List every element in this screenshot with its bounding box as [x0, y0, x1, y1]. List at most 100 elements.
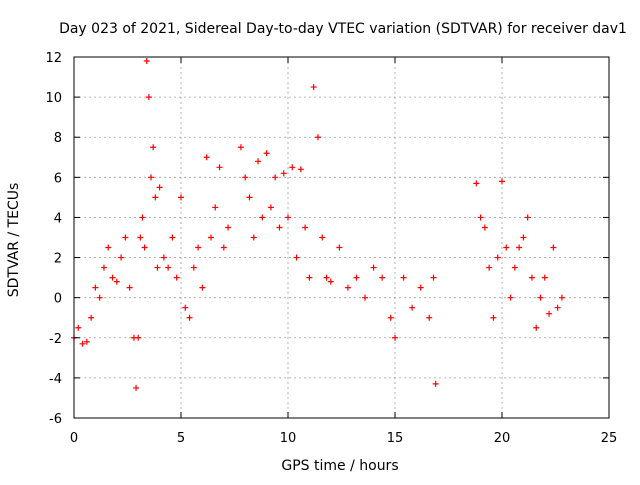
data-point — [169, 234, 176, 241]
data-point — [122, 234, 129, 241]
data-point — [105, 244, 112, 251]
data-point — [344, 284, 351, 291]
data-point — [83, 338, 90, 345]
data-point — [409, 304, 416, 311]
data-point — [139, 214, 146, 221]
data-point — [150, 144, 157, 151]
data-point — [96, 294, 103, 301]
data-point — [276, 224, 283, 231]
data-point — [190, 264, 197, 271]
data-point — [490, 314, 497, 321]
data-point — [392, 334, 398, 341]
data-point — [516, 244, 523, 251]
y-tick-label: -4 — [49, 372, 62, 387]
data-point — [486, 264, 493, 271]
data-point — [473, 180, 480, 187]
data-point — [250, 234, 257, 241]
data-point — [135, 334, 142, 341]
grid-layer — [74, 57, 609, 418]
data-point — [199, 284, 206, 291]
data-point — [133, 384, 140, 391]
data-point — [92, 284, 99, 291]
data-point — [528, 274, 535, 281]
data-point — [507, 294, 514, 301]
data-point — [550, 244, 557, 251]
data-point — [118, 254, 125, 261]
data-point — [225, 224, 232, 231]
data-point — [430, 274, 437, 281]
data-point — [314, 134, 321, 141]
data-point — [267, 204, 274, 211]
y-tick-label: 2 — [54, 252, 62, 267]
data-point — [242, 174, 249, 181]
data-point — [302, 224, 309, 231]
x-tick-label: 25 — [601, 431, 618, 446]
data-point — [310, 84, 317, 91]
y-tick-label: 12 — [45, 51, 62, 66]
y-tick-label: 0 — [54, 292, 62, 307]
data-point — [195, 244, 202, 251]
data-point — [100, 264, 107, 271]
data-point — [558, 294, 565, 301]
y-tick-label: 8 — [54, 131, 62, 146]
data-point — [285, 214, 291, 221]
data-point — [207, 234, 214, 241]
data-point — [255, 158, 262, 165]
data-point — [297, 166, 304, 173]
data-point — [293, 254, 300, 261]
y-tick-label: -6 — [49, 412, 62, 427]
data-point — [182, 304, 189, 311]
x-tick-label: 0 — [70, 431, 78, 446]
data-point — [216, 164, 223, 171]
y-tick-label: 6 — [54, 171, 62, 186]
data-point — [546, 310, 553, 317]
y-tick-label: -2 — [49, 332, 62, 347]
data-point — [145, 94, 152, 101]
data-point — [259, 214, 266, 221]
data-point — [554, 304, 561, 311]
data-point — [75, 324, 82, 331]
data-point — [154, 264, 161, 271]
data-point — [186, 314, 193, 321]
data-point — [370, 264, 377, 271]
y-axis-label: SDTVAR / TECUs — [6, 183, 22, 298]
x-tick-label: 5 — [177, 431, 185, 446]
chart-title: Day 023 of 2021, Sidereal Day-to-day VTE… — [59, 21, 627, 37]
x-axis-label: GPS time / hours — [281, 458, 398, 474]
data-point — [511, 264, 518, 271]
y-tick-label: 4 — [54, 211, 62, 226]
data-point — [220, 244, 227, 251]
data-point — [353, 274, 360, 281]
data-layer — [71, 58, 565, 391]
data-series — [71, 58, 565, 391]
data-point — [126, 284, 133, 291]
data-point — [156, 184, 163, 191]
x-tick-label: 10 — [280, 431, 297, 446]
data-point — [152, 194, 159, 201]
data-point — [426, 314, 433, 321]
data-point — [319, 234, 326, 241]
data-point — [148, 174, 155, 181]
data-point — [280, 170, 287, 177]
data-point — [160, 254, 167, 261]
tick-layer: 0 5 10 15 20 25 -6 -4 -2 0 2 4 6 8 10 12 — [45, 51, 617, 446]
data-point — [481, 224, 488, 231]
data-point — [289, 164, 296, 171]
data-point — [336, 244, 343, 251]
data-point — [306, 274, 313, 281]
data-point — [165, 264, 172, 271]
x-tick-label: 15 — [387, 431, 404, 446]
data-point — [400, 274, 407, 281]
data-point — [477, 214, 484, 221]
data-point — [323, 274, 330, 281]
data-point — [379, 274, 386, 281]
data-point — [143, 58, 150, 65]
y-tick-label: 10 — [45, 91, 62, 106]
data-point — [173, 274, 180, 281]
data-point — [432, 380, 439, 387]
data-point — [541, 274, 548, 281]
data-point — [387, 314, 394, 321]
data-point — [263, 150, 270, 157]
